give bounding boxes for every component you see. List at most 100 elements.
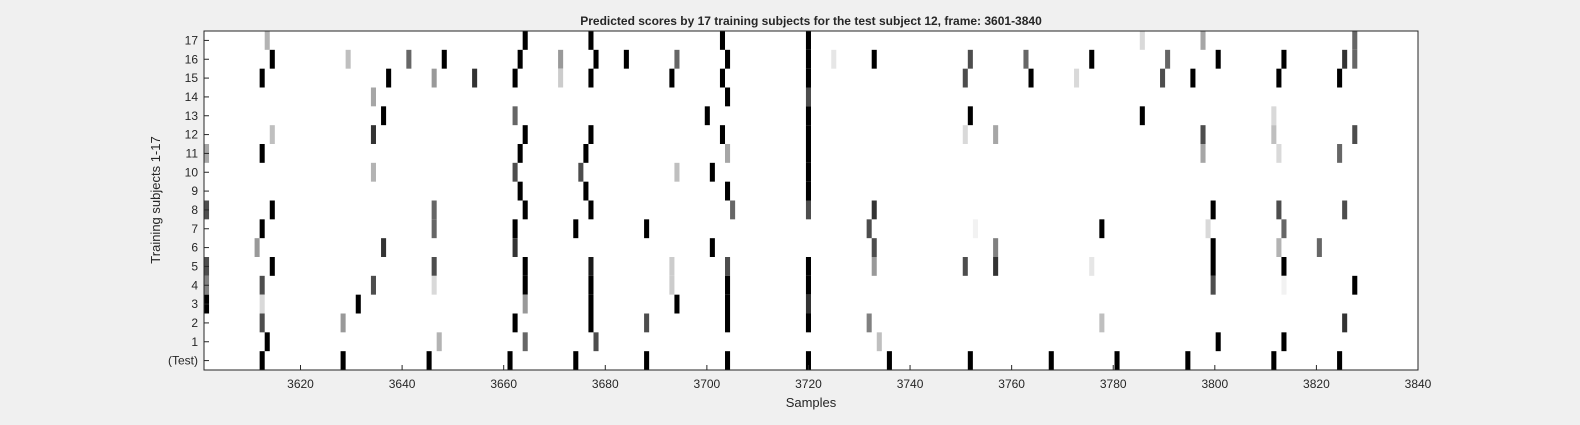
- heatmap-cell: [269, 125, 275, 144]
- heatmap-cell: [719, 31, 726, 50]
- heatmap-cell: [719, 68, 726, 88]
- chart-title: Predicted scores by 17 training subjects…: [580, 14, 1042, 28]
- heatmap-cell: [1281, 332, 1287, 352]
- y-tick-label: 14: [185, 90, 199, 104]
- heatmap-cell: [588, 200, 594, 220]
- heatmap-cell: [805, 162, 811, 182]
- y-tick-label: 4: [191, 278, 198, 292]
- x-tick-label: 3740: [897, 377, 924, 391]
- x-tick-label: 3660: [490, 377, 517, 391]
- y-tick-label: 1: [191, 335, 198, 349]
- heatmap-cell: [730, 200, 736, 220]
- heatmap-cell: [1185, 351, 1191, 370]
- heatmap-cell: [269, 49, 275, 69]
- heatmap-cell: [254, 238, 260, 257]
- y-tick-label: 11: [186, 146, 199, 160]
- heatmap-cell: [431, 257, 437, 276]
- heatmap-cell: [962, 257, 968, 276]
- heatmap-cell: [993, 257, 999, 276]
- y-tick-label: 9: [191, 184, 198, 198]
- heatmap-cell: [871, 49, 877, 69]
- y-tick-label: 12: [185, 128, 199, 142]
- heatmap-cell: [1200, 125, 1206, 144]
- y-tick-label: 13: [185, 109, 199, 123]
- heatmap-cell: [1271, 106, 1277, 126]
- heatmap-cell: [522, 332, 528, 352]
- heatmap-cell: [370, 162, 376, 182]
- heatmap-cell: [805, 313, 811, 333]
- heatmap-cell: [259, 68, 265, 88]
- plot-frame: [203, 30, 1419, 371]
- heatmap-cell: [507, 351, 513, 370]
- heatmap-cell: [1352, 275, 1358, 295]
- heatmap-cell: [264, 31, 270, 50]
- heatmap-cell: [805, 31, 811, 50]
- heatmap-cell: [386, 68, 392, 88]
- heatmap-cell: [871, 257, 877, 276]
- heatmap-cell: [1210, 200, 1216, 220]
- heatmap-cell: [517, 49, 523, 69]
- heatmap-cell: [871, 200, 877, 220]
- y-tick-label: (Test): [168, 354, 198, 368]
- x-tick-label: 3780: [1100, 377, 1127, 391]
- heatmap-cell: [1276, 68, 1282, 88]
- heatmap-cell: [578, 162, 584, 182]
- heatmap-cell: [805, 275, 811, 295]
- heatmap-cell: [725, 294, 731, 314]
- heatmap-cell: [588, 68, 594, 88]
- heatmap-cell: [1074, 68, 1080, 88]
- heatmap-cell: [1023, 49, 1029, 69]
- heatmap-cell: [805, 125, 811, 144]
- y-tick-label: 17: [185, 33, 199, 47]
- heatmap-cell: [1200, 31, 1206, 50]
- y-tick-label: 8: [191, 203, 198, 217]
- x-tick-label: 3820: [1303, 377, 1330, 391]
- y-tick-label: 15: [185, 71, 199, 85]
- heatmap-cell: [644, 351, 650, 370]
- heatmap-cell: [962, 125, 968, 144]
- heatmap-cell: [1352, 31, 1358, 50]
- heatmap-cell: [512, 313, 518, 333]
- heatmap-cell: [259, 144, 265, 163]
- heatmap-cell: [1099, 313, 1105, 333]
- heatmap-cell: [512, 68, 518, 88]
- heatmap-cell: [719, 125, 726, 144]
- heatmap-cell: [1281, 219, 1287, 239]
- heatmap-cells: [204, 31, 1358, 370]
- heatmap-cell: [871, 238, 877, 257]
- heatmap-cell: [623, 49, 629, 69]
- heatmap-cell: [431, 219, 437, 239]
- heatmap-cell: [1342, 49, 1348, 69]
- y-tick-label: 3: [191, 297, 198, 311]
- heatmap-cell: [866, 313, 872, 333]
- heatmap-cell: [725, 87, 731, 107]
- heatmap-cell: [1276, 200, 1282, 220]
- heatmap-cell: [1276, 238, 1282, 257]
- heatmap-cell: [259, 313, 265, 333]
- heatmap-cell: [725, 49, 731, 69]
- heatmap-cell: [1271, 351, 1277, 370]
- heatmap-cell: [1165, 49, 1171, 69]
- heatmap-cell: [441, 49, 447, 69]
- heatmap-cell: [805, 351, 811, 370]
- heatmap-cell: [588, 313, 594, 333]
- y-tick-label: 7: [191, 222, 198, 236]
- heatmap-cell: [674, 294, 680, 314]
- heatmap-cell: [370, 87, 376, 107]
- heatmap-cell: [512, 162, 518, 182]
- heatmap-cell: [269, 200, 275, 220]
- heatmap-cell: [259, 219, 265, 239]
- heatmap-cell: [588, 31, 594, 50]
- heatmap-cell: [259, 275, 265, 295]
- heatmap-cell: [1342, 313, 1348, 333]
- heatmap-cell: [436, 332, 442, 352]
- heatmap-cell: [269, 257, 275, 276]
- x-tick-label: 3760: [998, 377, 1025, 391]
- heatmap-cell: [381, 106, 387, 126]
- heatmap-cell: [1352, 125, 1358, 144]
- x-tick-label: 3640: [389, 377, 416, 391]
- heatmap-cell: [967, 106, 973, 126]
- x-tick-label: 3800: [1201, 377, 1228, 391]
- heatmap-cell: [669, 275, 675, 295]
